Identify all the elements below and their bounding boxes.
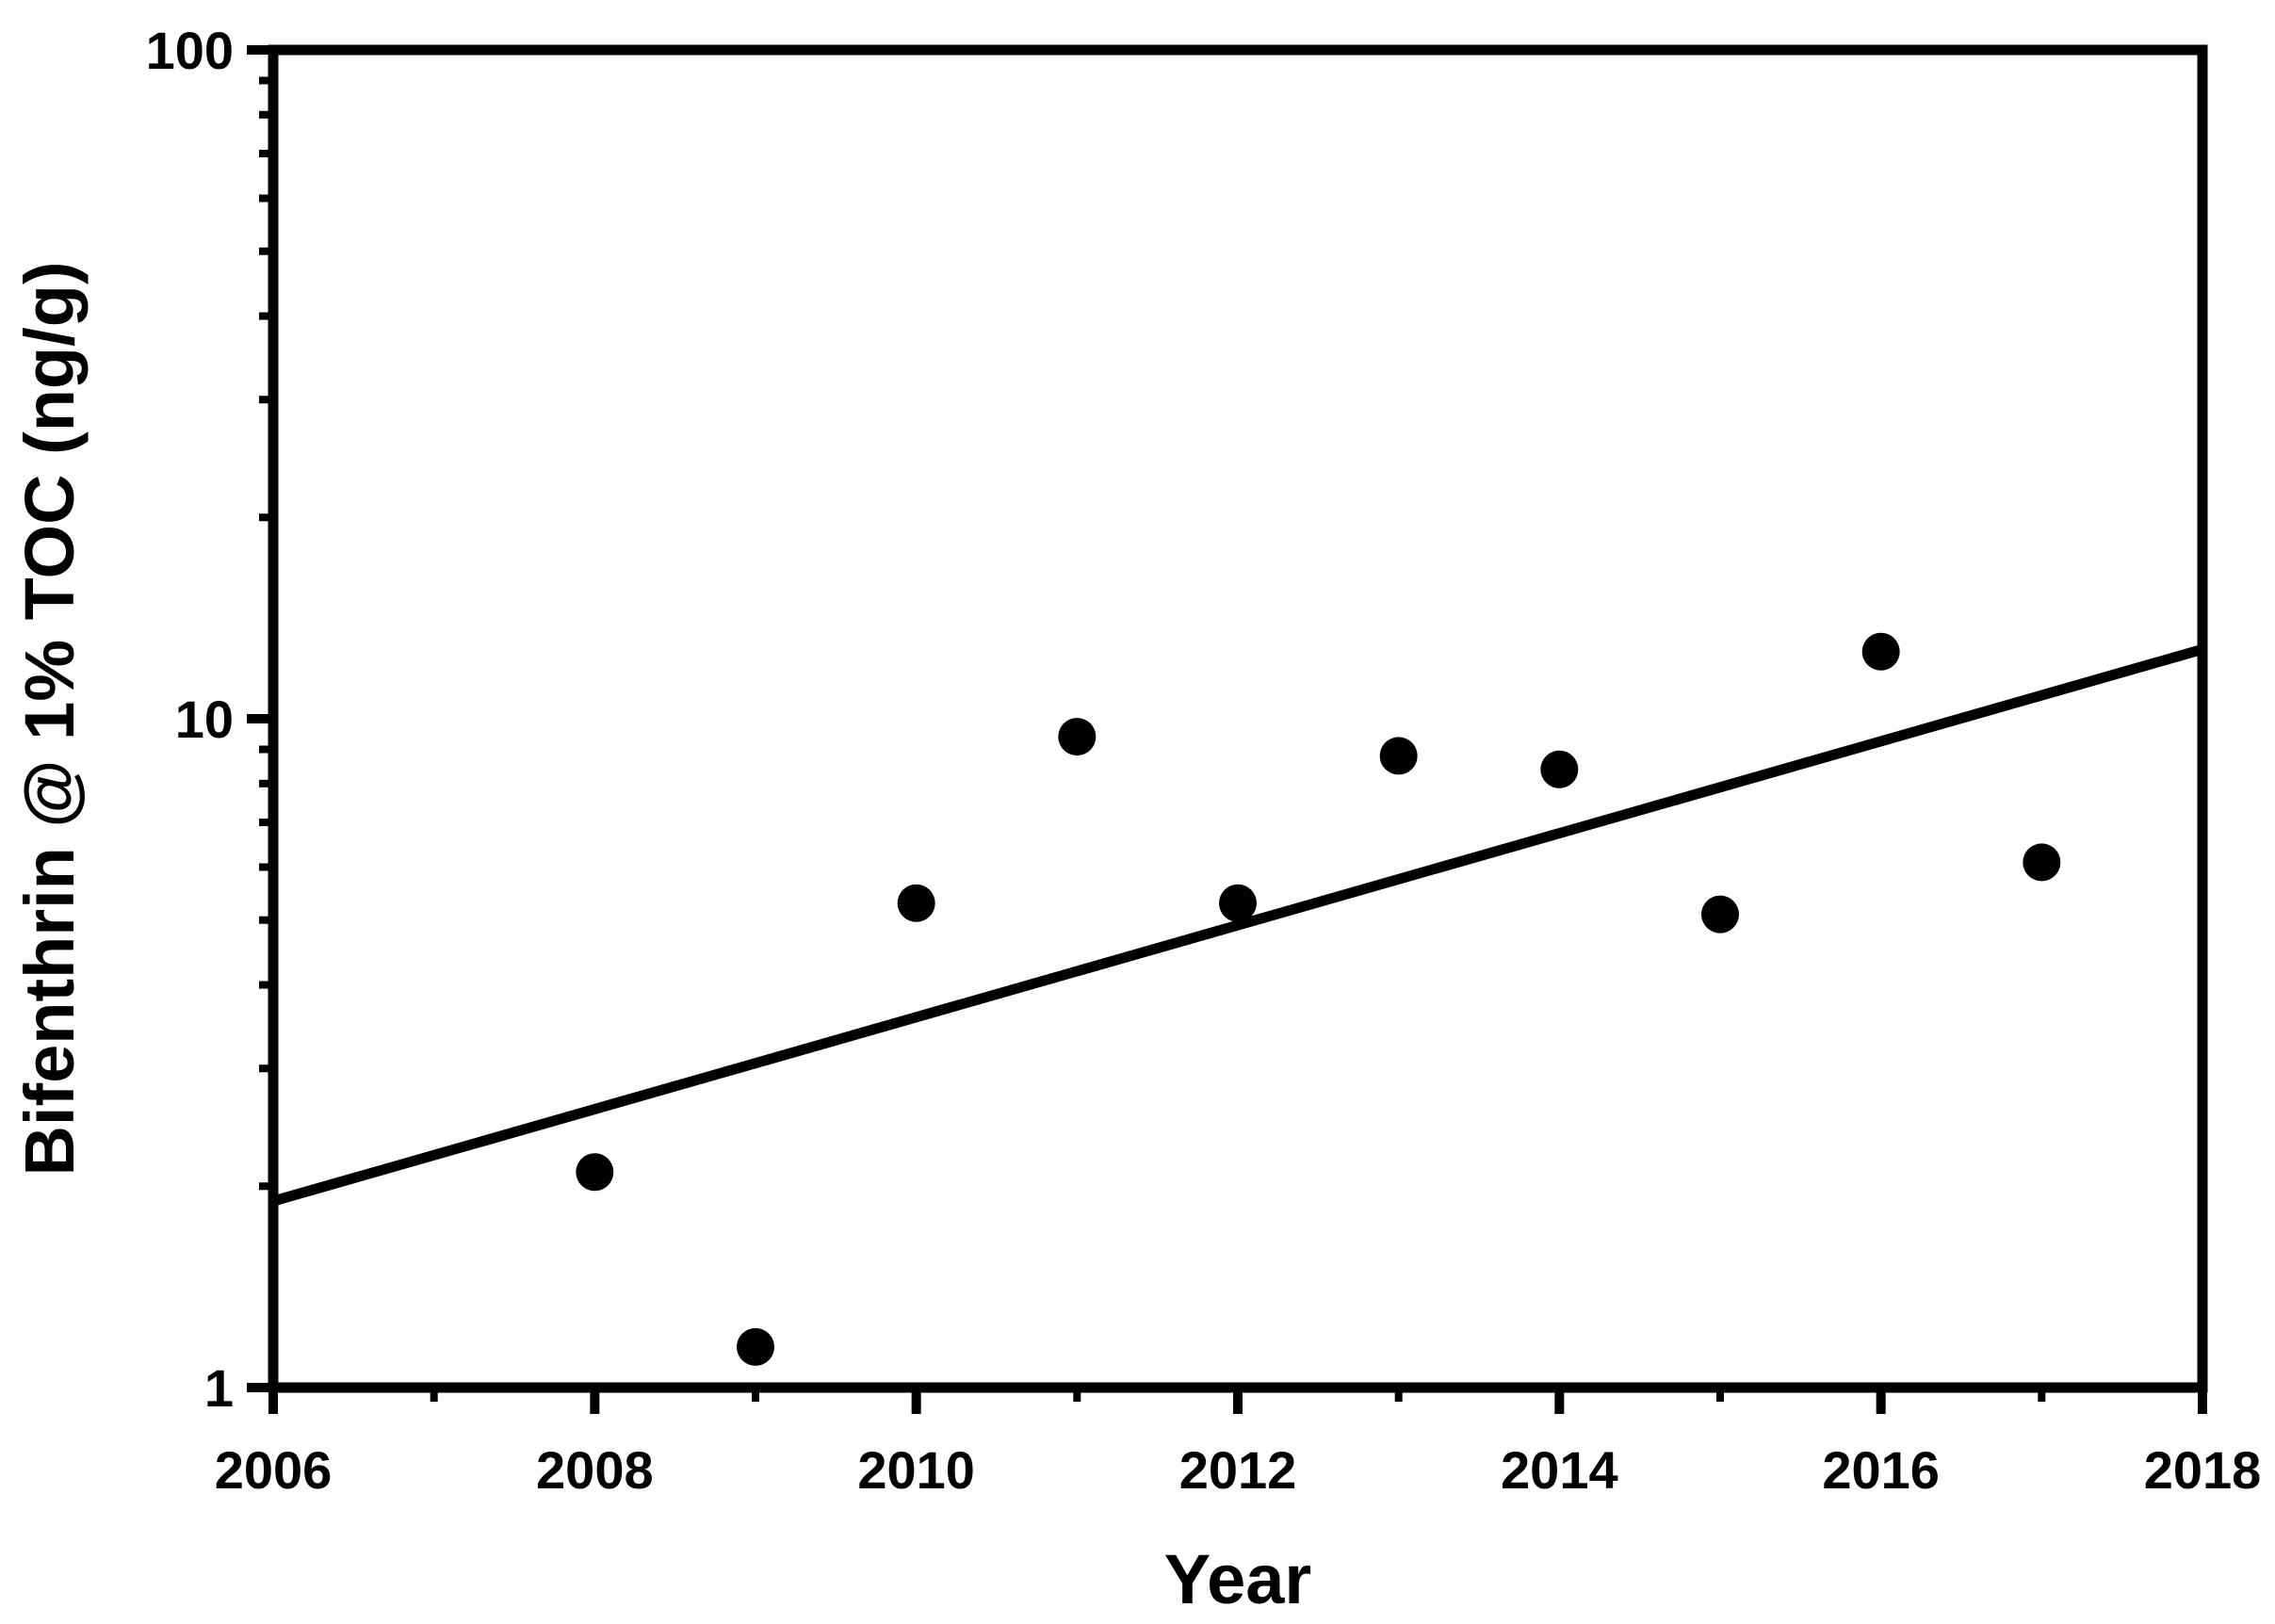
x-axis-title: Year bbox=[1164, 1540, 1311, 1618]
x-tick-label: 2010 bbox=[857, 1440, 975, 1500]
x-tick-label: 2008 bbox=[536, 1440, 654, 1500]
x-tick-labels: 2006 2008 2010 2012 2014 2016 2018 bbox=[215, 1440, 2262, 1500]
y-minor-ticks bbox=[259, 76, 273, 1191]
data-point bbox=[1861, 632, 1900, 671]
plot-frame bbox=[268, 44, 2208, 1393]
x-tick-label: 2016 bbox=[1822, 1440, 1940, 1500]
data-points bbox=[576, 632, 2061, 1366]
data-point bbox=[1219, 884, 1257, 922]
data-point bbox=[897, 884, 935, 922]
y-tick-label: 1 bbox=[204, 1358, 234, 1418]
data-point bbox=[2023, 843, 2061, 882]
data-point bbox=[1701, 895, 1739, 934]
data-point bbox=[1058, 718, 1097, 756]
y-tick-labels: 1 10 100 bbox=[146, 21, 234, 1418]
trend-line bbox=[271, 644, 2204, 1207]
y-tick-label: 100 bbox=[146, 21, 234, 80]
x-minor-ticks bbox=[430, 1388, 2046, 1402]
data-point bbox=[737, 1327, 774, 1366]
y-tick-label: 10 bbox=[175, 690, 234, 749]
x-tick-label: 2006 bbox=[215, 1440, 333, 1500]
trend-line-group bbox=[271, 644, 2204, 1207]
y-axis-title: Bifenthrin @ 1% TOC (ng/g) bbox=[10, 261, 89, 1176]
data-point bbox=[576, 1153, 614, 1192]
x-major-ticks bbox=[268, 1388, 2207, 1414]
x-tick-label: 2018 bbox=[2144, 1440, 2262, 1500]
x-tick-label: 2014 bbox=[1501, 1440, 1618, 1500]
x-tick-label: 2012 bbox=[1179, 1440, 1297, 1500]
data-point bbox=[1379, 737, 1418, 775]
data-point bbox=[1540, 750, 1579, 788]
y-major-ticks bbox=[247, 45, 273, 1392]
